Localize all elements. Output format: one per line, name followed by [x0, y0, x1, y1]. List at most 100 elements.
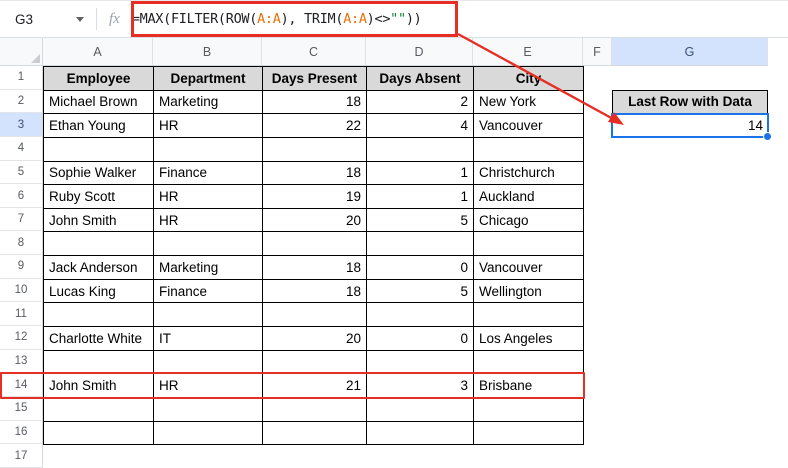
cell-D3[interactable]: 4 — [367, 114, 474, 138]
cell-E8[interactable] — [474, 232, 584, 257]
cell-E3[interactable]: Vancouver — [474, 114, 584, 138]
cell-E10[interactable]: Wellington — [474, 279, 584, 304]
cell-A3[interactable]: Ethan Young — [44, 114, 154, 138]
column-header-E[interactable]: E — [473, 38, 583, 65]
column-header-A[interactable]: A — [43, 38, 153, 65]
cell-B12[interactable]: IT — [154, 327, 263, 351]
row-header-10[interactable]: 10 — [0, 278, 43, 303]
row-header-11[interactable]: 11 — [0, 302, 43, 327]
cell-A12[interactable]: Charlotte White — [44, 327, 154, 351]
cell-B10[interactable]: Finance — [154, 279, 263, 304]
cell-C10[interactable]: 18 — [263, 279, 367, 304]
cell-C4[interactable] — [263, 137, 367, 162]
row-header-5[interactable]: 5 — [0, 160, 43, 185]
cell-D16[interactable] — [367, 421, 474, 446]
cell-A11[interactable] — [44, 303, 154, 328]
row-header-15[interactable]: 15 — [0, 396, 43, 421]
cell-C6[interactable]: 19 — [263, 185, 367, 209]
row-header-8[interactable]: 8 — [0, 231, 43, 256]
cell-C3[interactable]: 22 — [263, 114, 367, 138]
column-header-G[interactable]: G — [612, 38, 768, 65]
cell-D10[interactable]: 5 — [367, 279, 474, 304]
cell-D14[interactable]: 3 — [367, 374, 474, 398]
cell-A6[interactable]: Ruby Scott — [44, 185, 154, 209]
cell-B14[interactable]: HR — [154, 374, 263, 398]
cell-A2[interactable]: Michael Brown — [44, 90, 154, 115]
cell-D11[interactable] — [367, 303, 474, 328]
cell-D9[interactable]: 0 — [367, 256, 474, 280]
row-header-12[interactable]: 12 — [0, 326, 43, 350]
cell-A13[interactable] — [44, 350, 154, 375]
row-header-14[interactable]: 14 — [0, 373, 43, 397]
formula-text[interactable]: =MAX(FILTER(ROW(A:A), TRIM(A:A)<>"")) — [132, 11, 422, 27]
column-header-D[interactable]: D — [366, 38, 473, 65]
cell-E11[interactable] — [474, 303, 584, 328]
name-box[interactable]: G3 — [0, 1, 94, 37]
cell-C7[interactable]: 20 — [263, 208, 367, 233]
cell-D12[interactable]: 0 — [367, 327, 474, 351]
row-header-6[interactable]: 6 — [0, 184, 43, 208]
cell-B5[interactable]: Finance — [154, 161, 263, 186]
row-header-7[interactable]: 7 — [0, 207, 43, 232]
header-cell-C1[interactable]: Days Present — [263, 67, 367, 91]
cell-E4[interactable] — [474, 137, 584, 162]
column-header-B[interactable]: B — [153, 38, 262, 65]
cell-B9[interactable]: Marketing — [154, 256, 263, 280]
cell-C12[interactable]: 20 — [263, 327, 367, 351]
row-header-9[interactable]: 9 — [0, 255, 43, 279]
header-cell-D1[interactable]: Days Absent — [367, 67, 474, 91]
cell-A15[interactable] — [44, 397, 154, 422]
cell-E14[interactable]: Brisbane — [474, 374, 584, 398]
cell-D5[interactable]: 1 — [367, 161, 474, 186]
cell-D8[interactable] — [367, 232, 474, 257]
cell-C14[interactable]: 21 — [263, 374, 367, 398]
cell-A9[interactable]: Jack Anderson — [44, 256, 154, 280]
cell-E15[interactable] — [474, 397, 584, 422]
cell-C15[interactable] — [263, 397, 367, 422]
cell-D6[interactable]: 1 — [367, 185, 474, 209]
cell-E2[interactable]: New York — [474, 90, 584, 115]
name-box-dropdown-icon[interactable] — [76, 16, 84, 22]
row-header-1[interactable]: 1 — [0, 66, 43, 90]
cell-B4[interactable] — [154, 137, 263, 162]
cell-B11[interactable] — [154, 303, 263, 328]
result-title-cell[interactable]: Last Row with Data — [612, 89, 768, 115]
cell-C16[interactable] — [263, 421, 367, 446]
cell-D2[interactable]: 2 — [367, 90, 474, 115]
cell-E5[interactable]: Christchurch — [474, 161, 584, 186]
row-header-2[interactable]: 2 — [0, 89, 43, 114]
cell-A16[interactable] — [44, 421, 154, 446]
cell-E7[interactable]: Chicago — [474, 208, 584, 233]
cell-A4[interactable] — [44, 137, 154, 162]
cell-A5[interactable]: Sophie Walker — [44, 161, 154, 186]
cell-B7[interactable]: HR — [154, 208, 263, 233]
cell-E12[interactable]: Los Angeles — [474, 327, 584, 351]
cell-B15[interactable] — [154, 397, 263, 422]
row-header-3[interactable]: 3 — [0, 113, 43, 137]
cell-C2[interactable]: 18 — [263, 90, 367, 115]
cell-D15[interactable] — [367, 397, 474, 422]
cell-B16[interactable] — [154, 421, 263, 446]
cell-C13[interactable] — [263, 350, 367, 375]
cell-A10[interactable]: Lucas King — [44, 279, 154, 304]
column-header-C[interactable]: C — [262, 38, 366, 65]
cell-E13[interactable] — [474, 350, 584, 375]
row-header-16[interactable]: 16 — [0, 420, 43, 445]
cell-D13[interactable] — [367, 350, 474, 375]
cell-E6[interactable]: Auckland — [474, 185, 584, 209]
select-all-corner[interactable] — [0, 38, 43, 65]
cell-A14[interactable]: John Smith — [44, 374, 154, 398]
cell-C8[interactable] — [263, 232, 367, 257]
cell-A8[interactable] — [44, 232, 154, 257]
cell-D4[interactable] — [367, 137, 474, 162]
cell-B13[interactable] — [154, 350, 263, 375]
cell-B6[interactable]: HR — [154, 185, 263, 209]
row-header-17[interactable]: 17 — [0, 444, 43, 468]
row-header-13[interactable]: 13 — [0, 349, 43, 374]
cell-A7[interactable]: John Smith — [44, 208, 154, 233]
cell-C11[interactable] — [263, 303, 367, 328]
column-header-F[interactable]: F — [583, 38, 612, 65]
header-cell-B1[interactable]: Department — [154, 67, 263, 91]
cell-E16[interactable] — [474, 421, 584, 446]
row-header-4[interactable]: 4 — [0, 136, 43, 161]
